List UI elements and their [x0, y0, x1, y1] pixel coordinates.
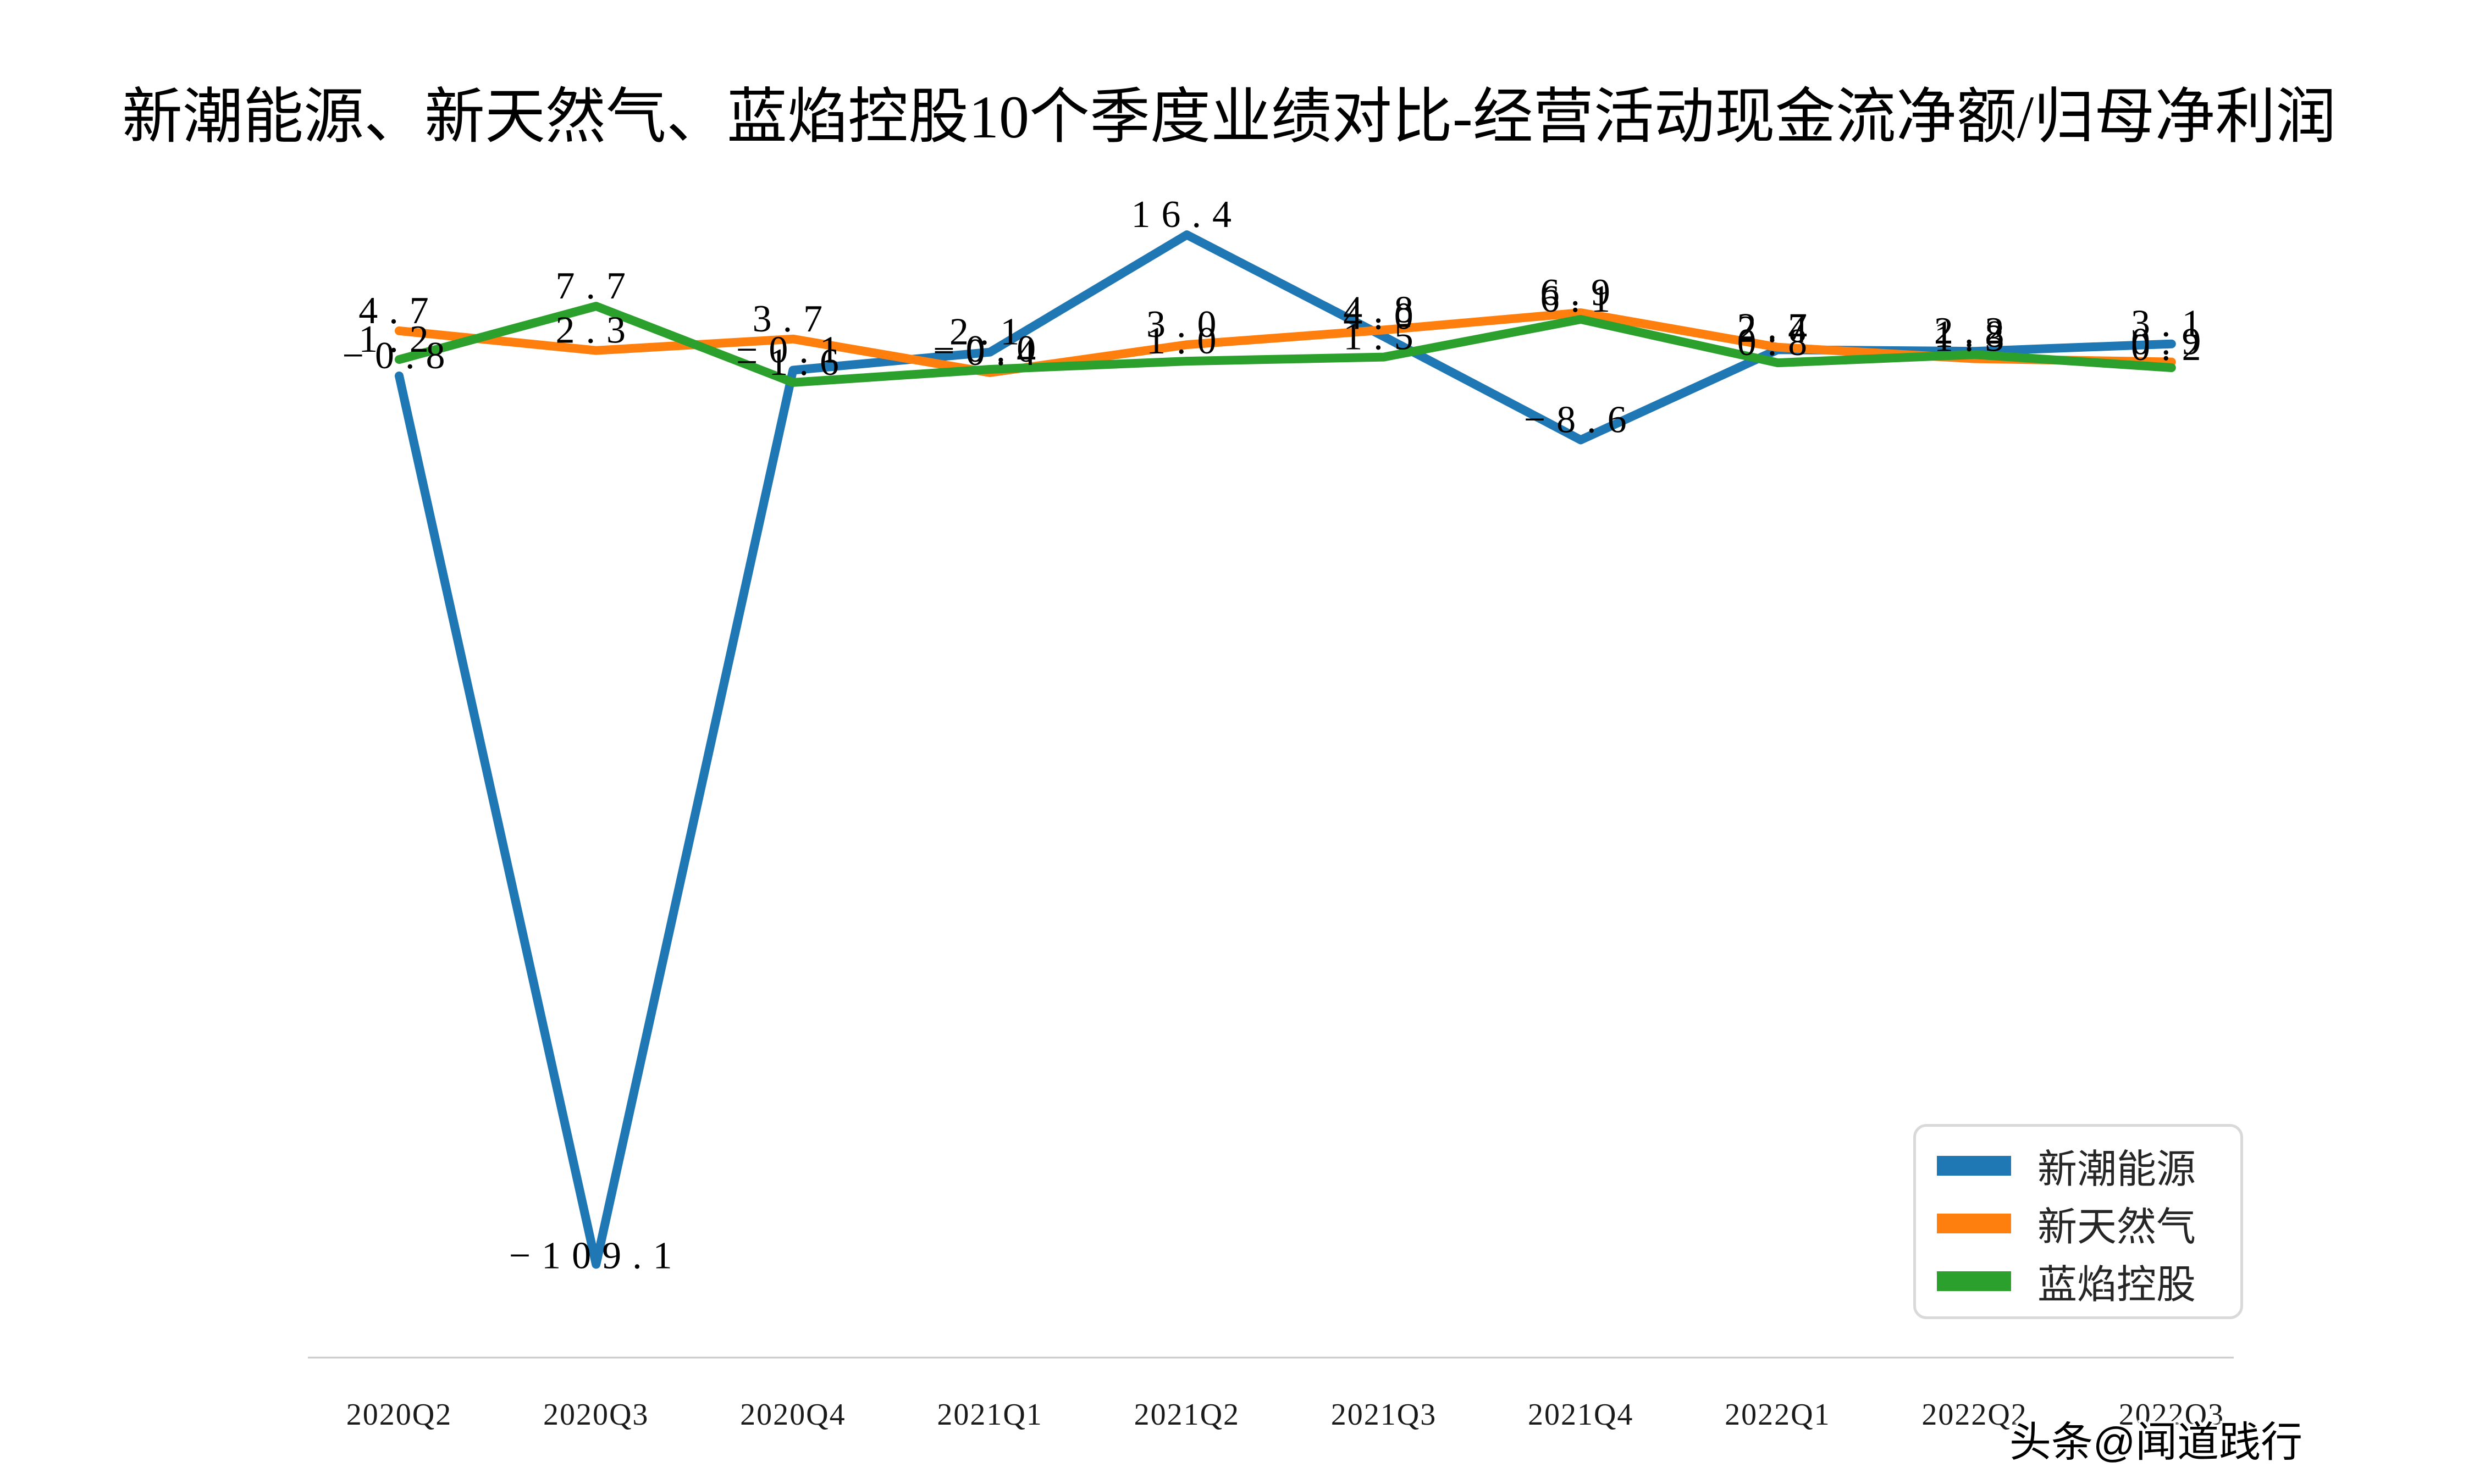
legend-item-0: 新潮能源 — [1916, 1137, 2240, 1194]
legend-swatch-2 — [1937, 1271, 2011, 1291]
data-label-s2-p8: 1.8 — [1934, 313, 2015, 356]
watermark: 头条@闻道践行 — [2009, 1419, 2303, 1466]
data-label-s2-p2: −1.6 — [736, 341, 850, 384]
data-label-s2-p4: 1.0 — [1146, 320, 1228, 362]
data-label-s0-p0: −0.8 — [343, 335, 456, 377]
x-tick-2021Q1: 2021Q1 — [937, 1398, 1042, 1432]
legend-item-1: 新天然气 — [1916, 1194, 2240, 1252]
x-tick-2022Q1: 2022Q1 — [1725, 1398, 1830, 1432]
data-label-s1-p0: 4.7 — [358, 290, 440, 332]
data-label-s2-p7: 0.8 — [1737, 322, 1819, 364]
data-label-s1-p7: 2.7 — [1737, 306, 1819, 348]
x-tick-2021Q4: 2021Q4 — [1528, 1398, 1633, 1432]
data-label-s0-p8: 2.2 — [1934, 310, 2015, 352]
x-tick-2021Q2: 2021Q2 — [1134, 1398, 1240, 1432]
data-label-s0-p6: −8.6 — [1524, 398, 1638, 441]
x-tick-2020Q4: 2020Q4 — [740, 1398, 846, 1432]
legend-label-1: 新天然气 — [2037, 1205, 2196, 1249]
legend-swatch-1 — [1937, 1213, 2011, 1233]
data-label-layer: −0.8 −109.1 −0.1 2.1 16.4 4.0 −8.6 2.4 2.2 3.1 4.7… — [343, 193, 2212, 1277]
data-label-s2-p9: 0.2 — [2131, 326, 2212, 369]
data-label-s2-p5: 1.5 — [1343, 316, 1424, 358]
series-line-0 — [395, 230, 2176, 1269]
legend-item-2: 蓝焰控股 — [1916, 1252, 2240, 1310]
x-tick-2020Q2: 2020Q2 — [346, 1398, 452, 1432]
data-label-s1-p4: 3.0 — [1146, 303, 1228, 346]
data-label-s2-p0: 1.2 — [358, 318, 440, 361]
data-label-s0-p4: 16.4 — [1131, 193, 1243, 236]
data-label-s2-p6: 6.1 — [1540, 278, 1621, 320]
data-label-s0-p2: −0.1 — [736, 329, 850, 372]
data-label-s1-p6: 6.9 — [1540, 272, 1621, 314]
legend: 新潮能源新天然气蓝焰控股 — [1913, 1124, 2243, 1319]
data-label-s2-p1: 7.7 — [555, 265, 637, 307]
series-line-2 — [395, 302, 2176, 387]
x-tick-2020Q3: 2020Q3 — [543, 1398, 649, 1432]
data-label-s1-p2: 3.7 — [753, 298, 834, 340]
data-label-s1-p1: 2.3 — [555, 309, 637, 352]
x-tick-2022Q2: 2022Q2 — [1921, 1398, 2027, 1432]
x-tick-layer: 2020Q2 2020Q3 2020Q4 2021Q1 2021Q2 2021Q3 2021… — [346, 1398, 2224, 1432]
data-label-s0-p5: 4.0 — [1343, 295, 1424, 337]
series-layer — [395, 230, 2176, 1269]
chart-title: 新潮能源、新天然气、蓝焰控股10个季度业绩对比-经营活动现金流净额/归母净利润 — [122, 84, 2336, 151]
data-label-s2-p3: −0.0 — [933, 328, 1047, 370]
data-label-s1-p8: 1.3 — [1934, 318, 2015, 360]
legend-label-0: 新潮能源 — [2037, 1148, 2196, 1192]
series-line-1 — [395, 308, 2176, 377]
data-label-s1-p5: 4.8 — [1343, 289, 1424, 331]
x-tick-2022Q3: 2022Q3 — [2119, 1398, 2224, 1432]
data-label-s1-p9: 0.9 — [2131, 321, 2212, 363]
x-tick-2021Q3: 2021Q3 — [1331, 1398, 1437, 1432]
legend-swatch-0 — [1937, 1155, 2011, 1176]
data-label-s0-p3: 2.1 — [949, 311, 1031, 353]
legend-label-2: 蓝焰控股 — [2037, 1263, 2196, 1307]
data-label-s1-p3: −0.4 — [933, 331, 1047, 374]
data-label-s0-p7: 2.4 — [1737, 308, 1819, 351]
data-label-s0-p9: 3.1 — [2131, 303, 2212, 345]
data-label-s0-p1: −109.1 — [509, 1234, 683, 1277]
